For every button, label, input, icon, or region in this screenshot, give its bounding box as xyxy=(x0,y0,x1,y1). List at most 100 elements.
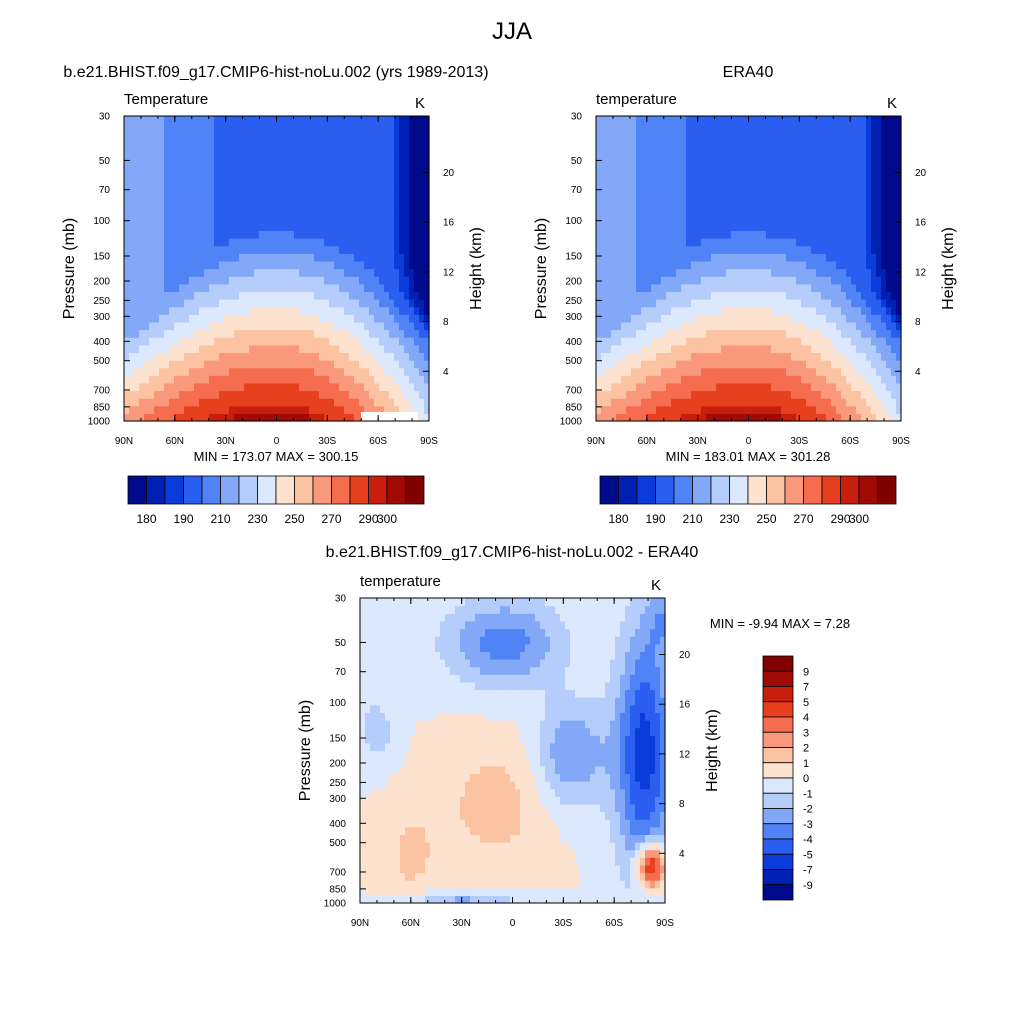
contour-cell xyxy=(244,238,250,247)
contour-cell xyxy=(886,337,892,346)
contour-cell xyxy=(616,390,622,399)
contour-cell xyxy=(394,329,400,338)
contour-cell xyxy=(811,314,817,323)
contour-cell xyxy=(876,299,882,308)
contour-cell xyxy=(721,238,727,247)
contour-cell xyxy=(264,291,270,300)
contour-cell xyxy=(646,230,652,239)
contour-cell xyxy=(891,131,897,140)
contour-cell xyxy=(661,314,667,323)
contour-cell xyxy=(691,314,697,323)
contour-cell xyxy=(636,375,642,384)
contour-cell xyxy=(761,360,767,369)
contour-cell xyxy=(616,123,622,132)
contour-cell xyxy=(596,161,602,170)
contour-cell xyxy=(786,131,792,140)
contour-cell xyxy=(811,260,817,270)
contour-cell xyxy=(209,177,215,186)
contour-cell xyxy=(309,398,315,407)
contour-cell xyxy=(881,253,887,262)
contour-cell xyxy=(249,138,255,148)
contour-cell xyxy=(811,375,817,384)
contour-cell xyxy=(806,306,812,315)
contour-cell xyxy=(741,138,747,148)
contour-cell xyxy=(279,390,285,399)
contour-cell xyxy=(414,299,420,308)
contour-cell xyxy=(821,123,827,132)
contour-cell xyxy=(661,321,667,331)
contour-cell xyxy=(184,230,190,239)
contour-cell xyxy=(766,207,772,216)
contour-cell xyxy=(791,398,797,407)
contour-cell xyxy=(751,192,757,201)
contour-cell xyxy=(876,192,882,201)
contour-cell xyxy=(831,230,837,239)
contour-cell xyxy=(656,413,662,422)
contour-cell xyxy=(354,184,360,193)
contour-cell xyxy=(801,146,807,155)
contour-cell xyxy=(706,268,712,277)
contour-cell xyxy=(806,169,812,178)
contour-cell xyxy=(676,123,682,132)
contour-cell xyxy=(636,238,642,247)
contour-cell xyxy=(826,344,832,353)
contour-cell xyxy=(791,169,797,178)
contour-cell xyxy=(224,390,230,399)
contour-cell xyxy=(254,260,260,270)
contour-cell xyxy=(636,199,642,209)
contour-cell xyxy=(314,161,320,170)
contour-cell xyxy=(334,138,340,148)
contour-cell xyxy=(174,123,180,132)
contour-cell xyxy=(409,321,415,331)
contour-cell xyxy=(289,268,295,277)
contour-cell xyxy=(831,222,837,231)
contour-cell xyxy=(796,260,802,270)
contour-cell xyxy=(596,321,602,331)
contour-cell xyxy=(716,405,722,414)
contour-cell xyxy=(806,337,812,346)
contour-cell xyxy=(781,352,787,361)
contour-cell xyxy=(711,222,717,231)
contour-cell xyxy=(254,382,260,392)
contour-cell xyxy=(651,260,657,270)
contour-cell xyxy=(384,222,390,231)
contour-cell xyxy=(379,283,385,292)
contour-cell xyxy=(731,184,737,193)
contour-cell xyxy=(776,238,782,247)
contour-cell xyxy=(354,253,360,262)
contour-cell xyxy=(189,230,195,239)
contour-cell xyxy=(621,344,627,353)
contour-cell xyxy=(239,238,245,247)
contour-cell xyxy=(666,268,672,277)
contour-cell xyxy=(274,177,280,186)
contour-cell xyxy=(279,291,285,300)
contour-cell xyxy=(289,283,295,292)
contour-cell xyxy=(399,352,405,361)
contour-cell xyxy=(179,184,185,193)
contour-cell xyxy=(726,184,732,193)
contour-cell xyxy=(139,222,145,231)
contour-cell xyxy=(164,291,170,300)
contour-cell xyxy=(856,161,862,170)
contour-cell xyxy=(826,283,832,292)
contour-cell xyxy=(801,161,807,170)
contour-cell xyxy=(264,215,270,224)
contour-cell xyxy=(144,161,150,170)
contour-cell xyxy=(836,321,842,331)
contour-cell xyxy=(229,321,235,331)
contour-cell xyxy=(821,268,827,277)
contour-cell xyxy=(826,177,832,186)
contour-cell xyxy=(671,398,677,407)
contour-cell xyxy=(776,344,782,353)
contour-cell xyxy=(239,177,245,186)
contour-cell xyxy=(159,199,165,209)
contour-cell xyxy=(234,344,240,353)
contour-cell xyxy=(701,260,707,270)
contour-cell xyxy=(656,245,662,254)
contour-cell xyxy=(756,253,762,262)
contour-cell xyxy=(314,222,320,231)
contour-cell xyxy=(254,367,260,376)
contour-cell xyxy=(129,344,135,353)
contour-cell xyxy=(349,337,355,346)
contour-cell xyxy=(249,146,255,155)
